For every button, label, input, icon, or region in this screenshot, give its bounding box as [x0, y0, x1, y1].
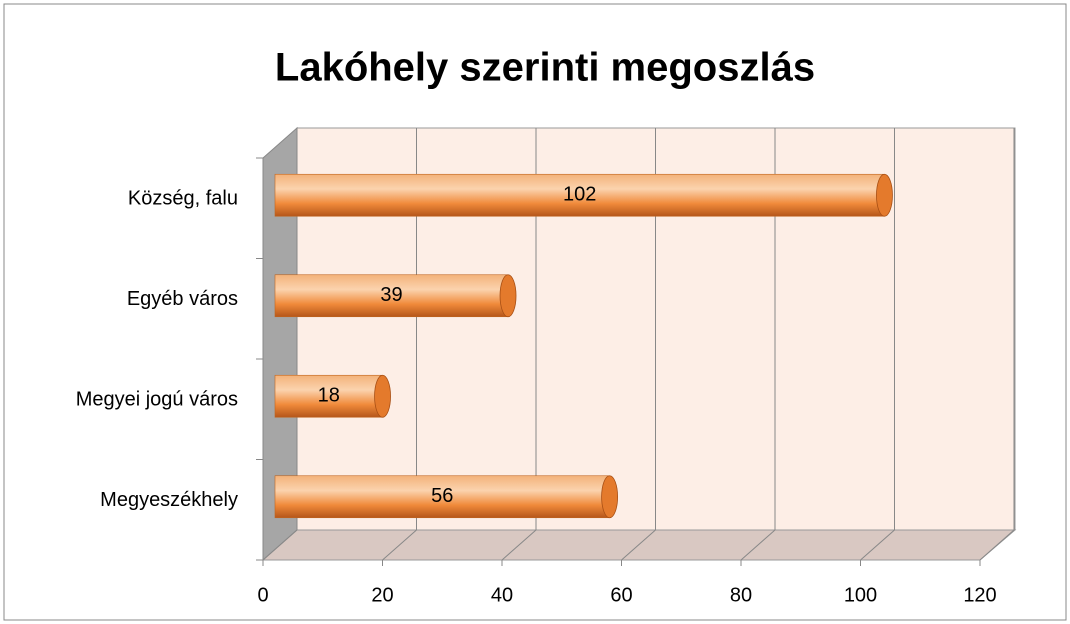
- x-tick-label: 0: [257, 584, 268, 606]
- data-label: 102: [563, 184, 596, 206]
- bar-cap: [374, 374, 391, 418]
- bar: [274, 173, 885, 217]
- x-tick-label: 60: [610, 584, 632, 606]
- data-label: 39: [380, 284, 402, 306]
- x-tick-label: 40: [491, 584, 513, 606]
- data-label: 56: [431, 485, 453, 507]
- x-tick-label: 20: [371, 584, 393, 606]
- bar-cap: [876, 173, 893, 217]
- bar: [274, 475, 610, 519]
- floor-line: [262, 529, 298, 561]
- floor-line: [501, 529, 537, 561]
- data-label: 18: [318, 385, 340, 407]
- floor-line: [979, 529, 1015, 561]
- bar-cap: [601, 475, 618, 519]
- x-tick-label: 100: [844, 584, 877, 606]
- bar-cap: [499, 274, 517, 318]
- x-tick-label: 80: [730, 584, 752, 606]
- y-tick-label: Megyeszékhely: [100, 489, 238, 511]
- floor-line: [382, 529, 417, 561]
- floor-line: [740, 529, 776, 561]
- y-tick-label: Megyei jogú város: [76, 389, 238, 411]
- y-tick-label: Egyéb város: [127, 288, 238, 310]
- y-tick-label: Község, falu: [128, 188, 238, 210]
- floor-line: [621, 529, 656, 561]
- floor-line: [860, 529, 895, 561]
- bar: [274, 274, 509, 318]
- x-tick-label: 120: [963, 584, 996, 606]
- chart-title: Lakóhely szerinti megoszlás: [275, 46, 815, 90]
